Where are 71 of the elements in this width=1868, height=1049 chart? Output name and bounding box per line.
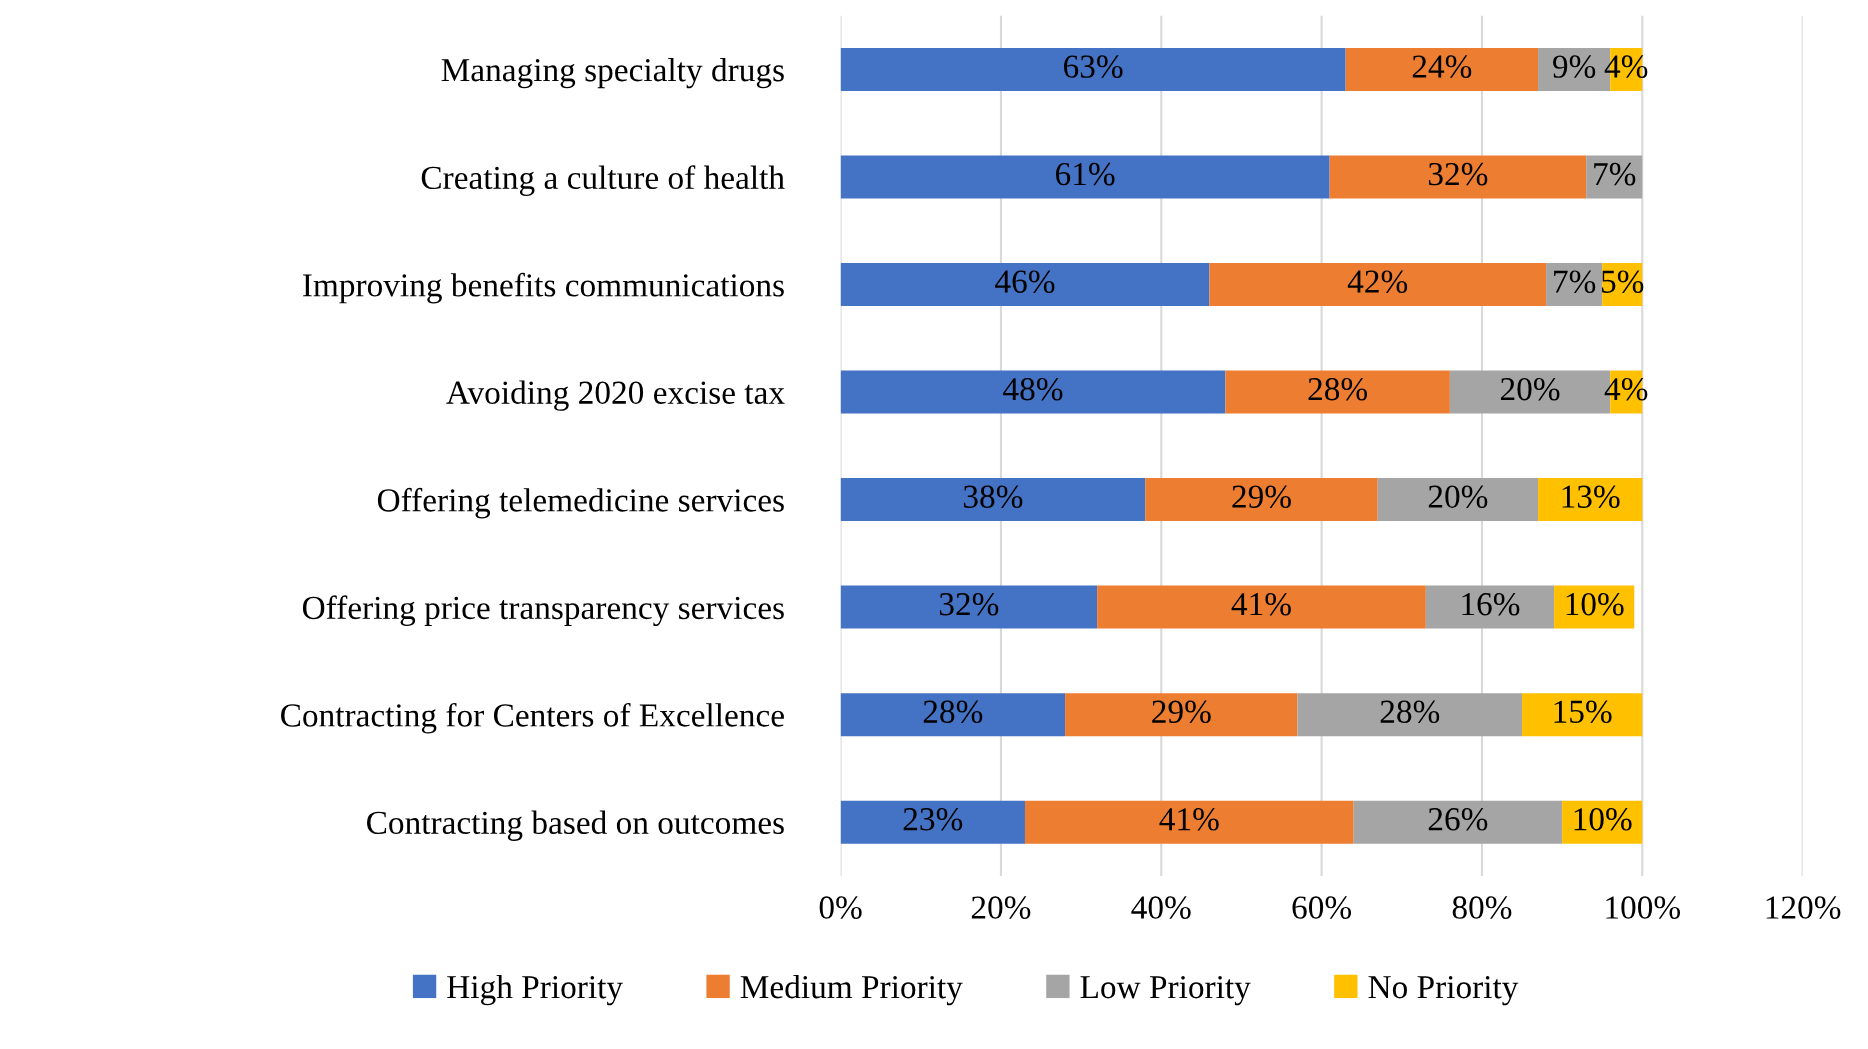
bar xyxy=(1522,693,1643,737)
data-label: 28% xyxy=(1380,700,1440,724)
y-tick-label: Managing specialty drugs xyxy=(441,57,784,89)
bar xyxy=(1377,478,1539,522)
data-label: 41% xyxy=(1231,592,1291,616)
bar xyxy=(1024,800,1354,844)
x-tick-label: 40% xyxy=(1131,896,1191,919)
data-label: 32% xyxy=(939,592,999,616)
data-label: 48% xyxy=(1003,377,1063,401)
x-tick-label: 20% xyxy=(971,896,1031,919)
bar xyxy=(840,800,1025,844)
x-tick-label: 0% xyxy=(819,896,862,919)
legend-label: High Priority xyxy=(447,974,623,1006)
bar xyxy=(840,585,1098,629)
data-label: 23% xyxy=(903,808,963,831)
y-tick-label: Offering telemedicine services xyxy=(377,487,784,519)
bar xyxy=(1097,585,1426,629)
bar xyxy=(1297,693,1523,737)
data-label: 20% xyxy=(1500,377,1560,401)
legend-label: Low Priority xyxy=(1080,975,1251,1006)
bar xyxy=(1145,478,1378,522)
bar xyxy=(840,155,1330,199)
bar xyxy=(1329,155,1587,199)
bar xyxy=(1538,478,1643,522)
data-label: 20% xyxy=(1428,485,1488,509)
bar xyxy=(840,478,1146,522)
data-label: 38% xyxy=(963,485,1023,509)
data-label: 10% xyxy=(1566,592,1624,616)
data-label: 7% xyxy=(1554,270,1596,293)
data-label: 63% xyxy=(1064,55,1123,78)
x-tick-label: 120% xyxy=(1766,896,1841,919)
data-label: 24% xyxy=(1412,55,1472,78)
legend-label: No Priority xyxy=(1368,975,1519,1006)
y-tick-label: Offering price transparency services xyxy=(302,595,784,627)
data-label: 29% xyxy=(1232,485,1291,509)
bar xyxy=(1209,263,1547,307)
legend-label: Medium Priority xyxy=(740,974,963,1006)
y-tick-label: Creating a culture of health xyxy=(421,165,785,196)
bar xyxy=(1425,585,1555,629)
data-label: 29% xyxy=(1152,700,1211,724)
bar xyxy=(840,693,1066,737)
bar xyxy=(1546,263,1603,307)
y-tick-label: Avoiding 2020 excise tax xyxy=(446,380,785,411)
data-label: 26% xyxy=(1428,808,1488,831)
bar xyxy=(840,263,1210,307)
bar xyxy=(1353,800,1563,844)
x-tick-label: 100% xyxy=(1606,896,1681,919)
y-tick-label: Contracting based on outcomes xyxy=(367,810,784,841)
y-tick-label: Improving benefits communications xyxy=(303,272,784,304)
bar xyxy=(1345,47,1539,91)
data-label: 13% xyxy=(1562,485,1620,509)
bar xyxy=(1225,370,1450,414)
x-tick-label: 80% xyxy=(1452,896,1512,919)
x-tick-label: 60% xyxy=(1292,896,1352,919)
data-label: 41% xyxy=(1159,808,1219,831)
data-label: 16% xyxy=(1462,592,1520,616)
data-label: 61% xyxy=(1056,162,1115,186)
data-label: 46% xyxy=(995,270,1055,293)
data-label: 28% xyxy=(1308,377,1368,401)
bar xyxy=(1065,693,1298,737)
bar xyxy=(840,370,1226,414)
data-label: 7% xyxy=(1594,162,1636,186)
data-label: 28% xyxy=(923,700,983,724)
data-label: 42% xyxy=(1347,270,1408,293)
data-label: 15% xyxy=(1554,700,1612,724)
data-label: 10% xyxy=(1574,808,1632,831)
data-label: 32% xyxy=(1428,162,1488,186)
bar xyxy=(840,47,1346,91)
y-tick-label: Contracting for Centers of Excellence xyxy=(281,702,784,734)
data-label: 9% xyxy=(1553,55,1596,78)
bar xyxy=(1586,155,1643,199)
